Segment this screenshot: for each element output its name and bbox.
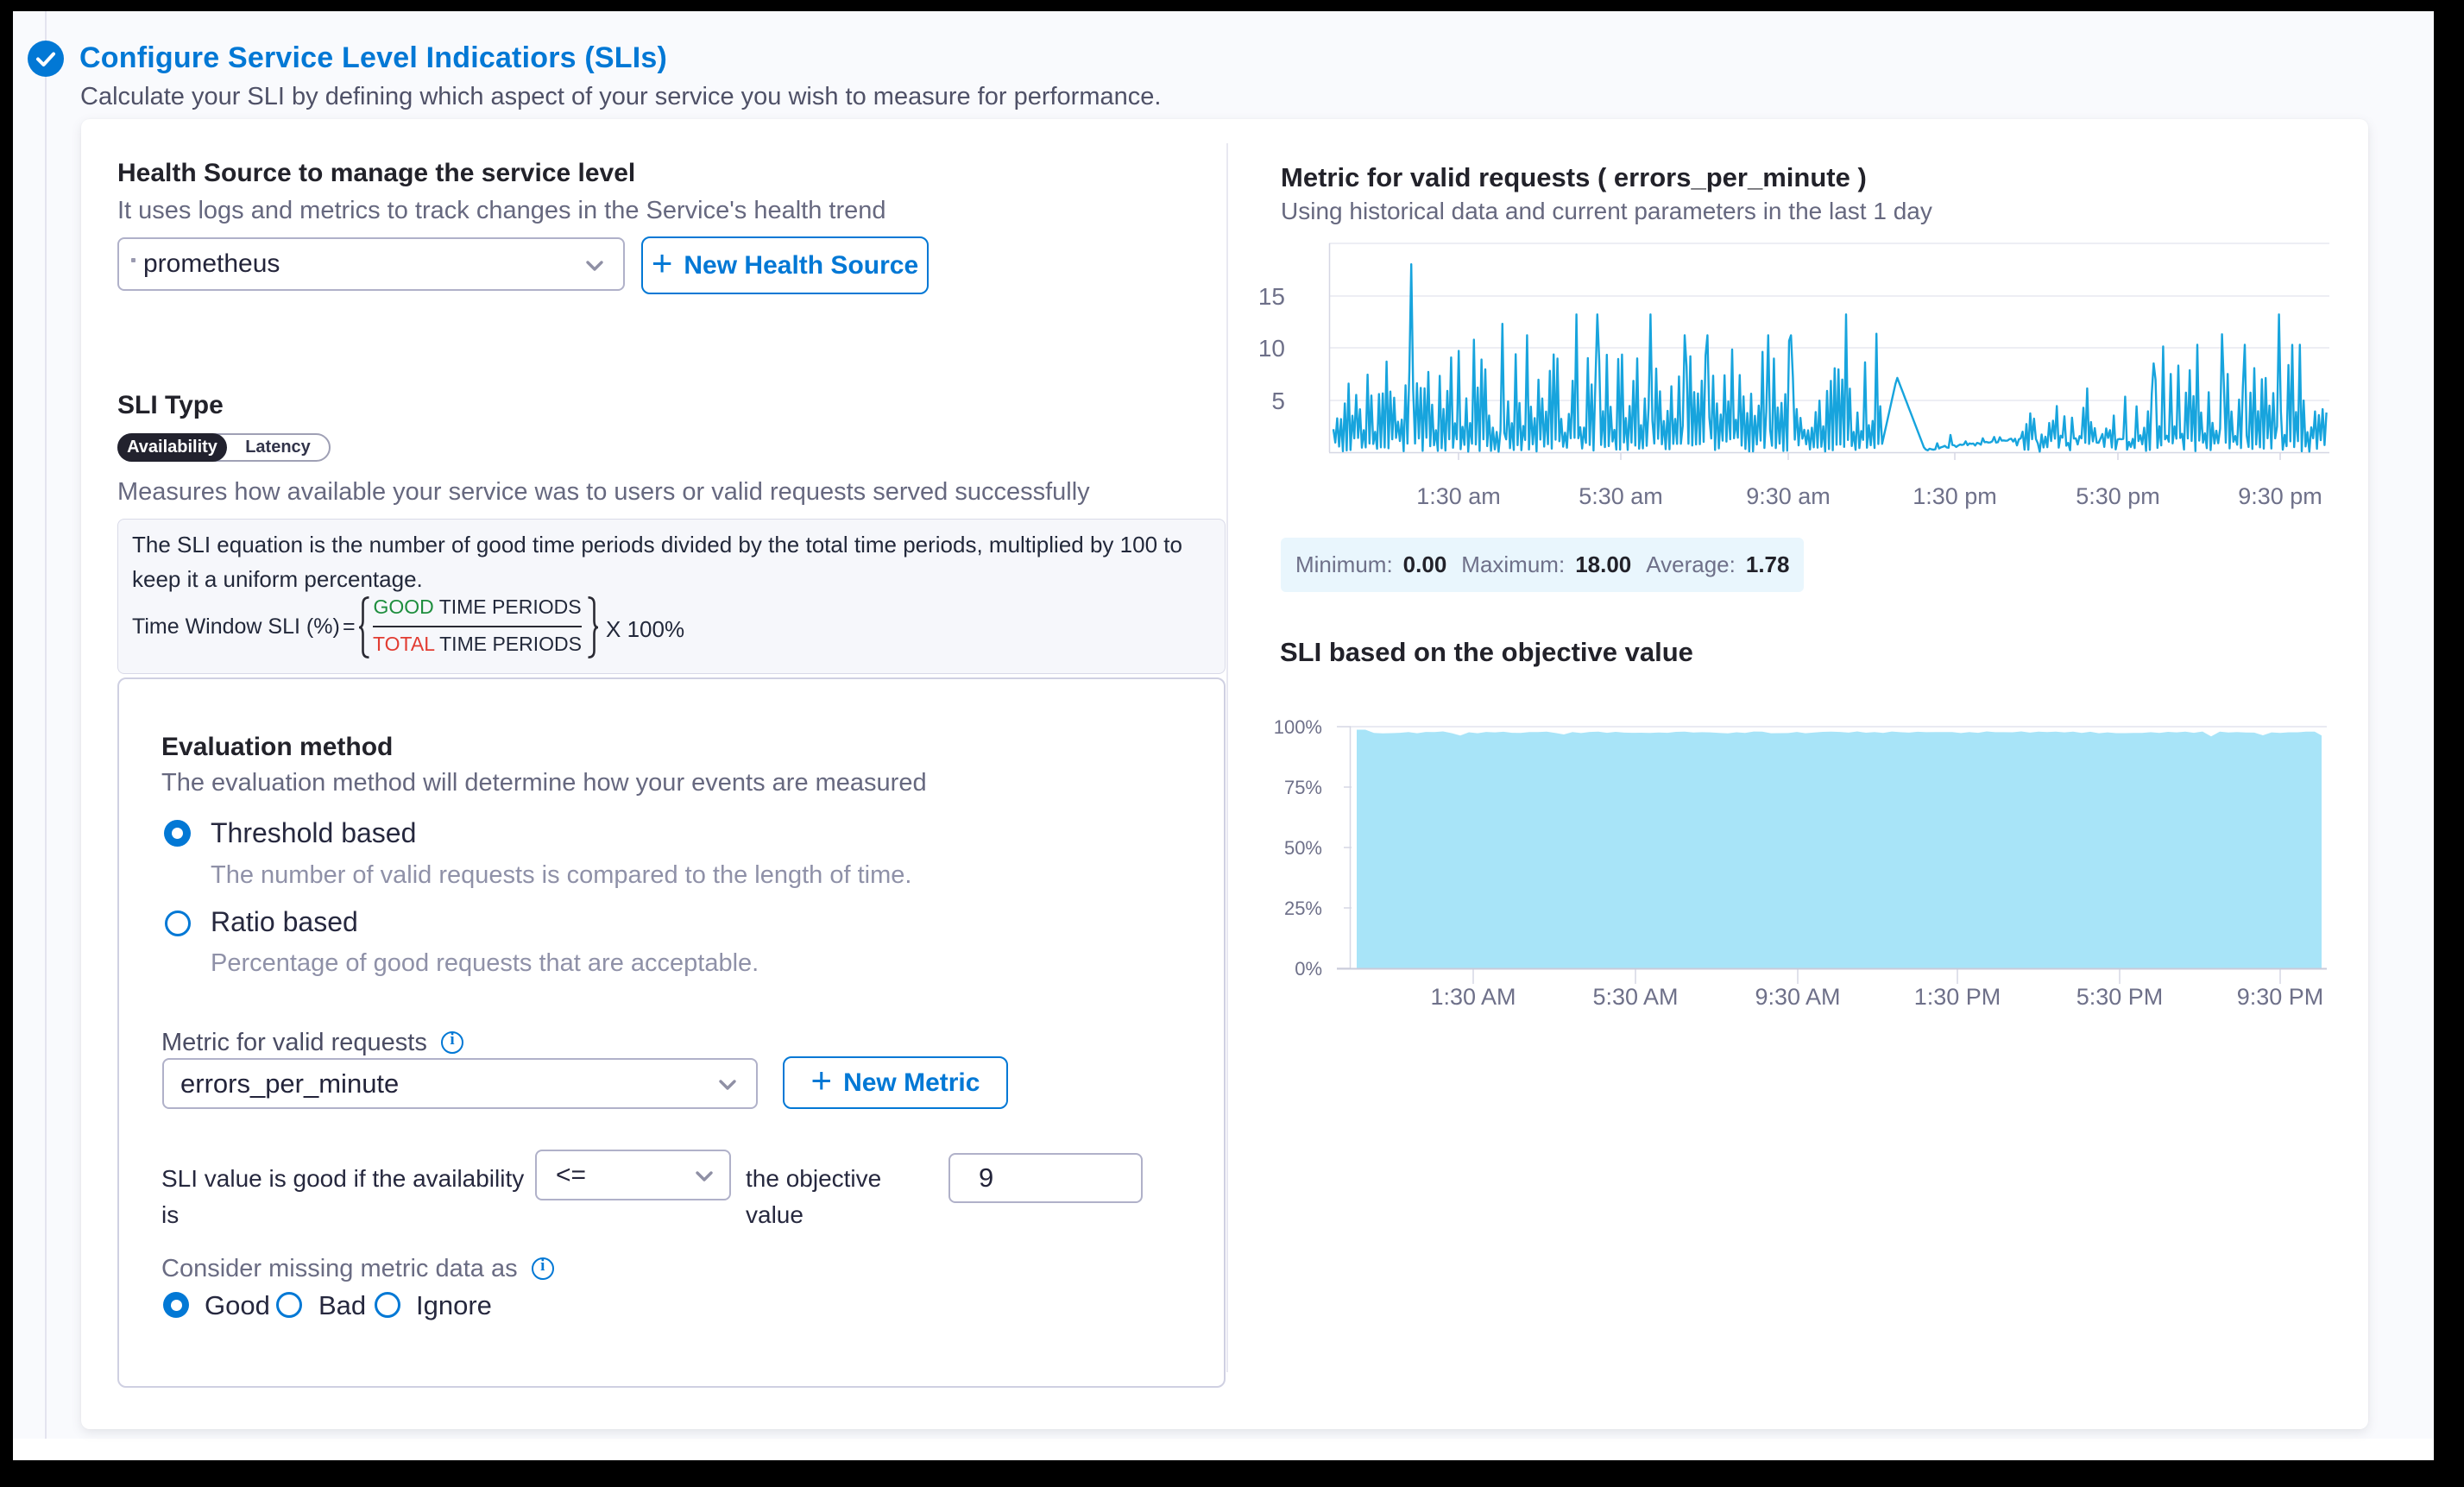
svg-text:75%: 75% (1284, 777, 1322, 798)
svg-text:9:30 AM: 9:30 AM (1755, 984, 1840, 1010)
svg-text:9:30 am: 9:30 am (1746, 483, 1831, 509)
svg-text:9:30 pm: 9:30 pm (2238, 483, 2322, 509)
svg-text:9:30 PM: 9:30 PM (2237, 984, 2324, 1010)
svg-text:5:30 pm: 5:30 pm (2076, 483, 2160, 509)
svg-text:5: 5 (1271, 388, 1285, 414)
svg-text:5:30 PM: 5:30 PM (2076, 984, 2164, 1010)
svg-text:100%: 100% (1274, 716, 1322, 738)
svg-text:0%: 0% (1295, 958, 1322, 980)
svg-text:1:30 am: 1:30 am (1416, 483, 1501, 509)
svg-text:15: 15 (1258, 283, 1285, 310)
svg-text:1:30 AM: 1:30 AM (1430, 984, 1516, 1010)
svg-text:1:30 pm: 1:30 pm (1913, 483, 1997, 509)
svg-text:5:30 am: 5:30 am (1579, 483, 1663, 509)
svg-text:25%: 25% (1284, 898, 1322, 919)
svg-text:1:30 PM: 1:30 PM (1914, 984, 2001, 1010)
svg-text:10: 10 (1258, 335, 1285, 362)
svg-text:5:30 AM: 5:30 AM (1592, 984, 1678, 1010)
svg-text:50%: 50% (1284, 837, 1322, 859)
